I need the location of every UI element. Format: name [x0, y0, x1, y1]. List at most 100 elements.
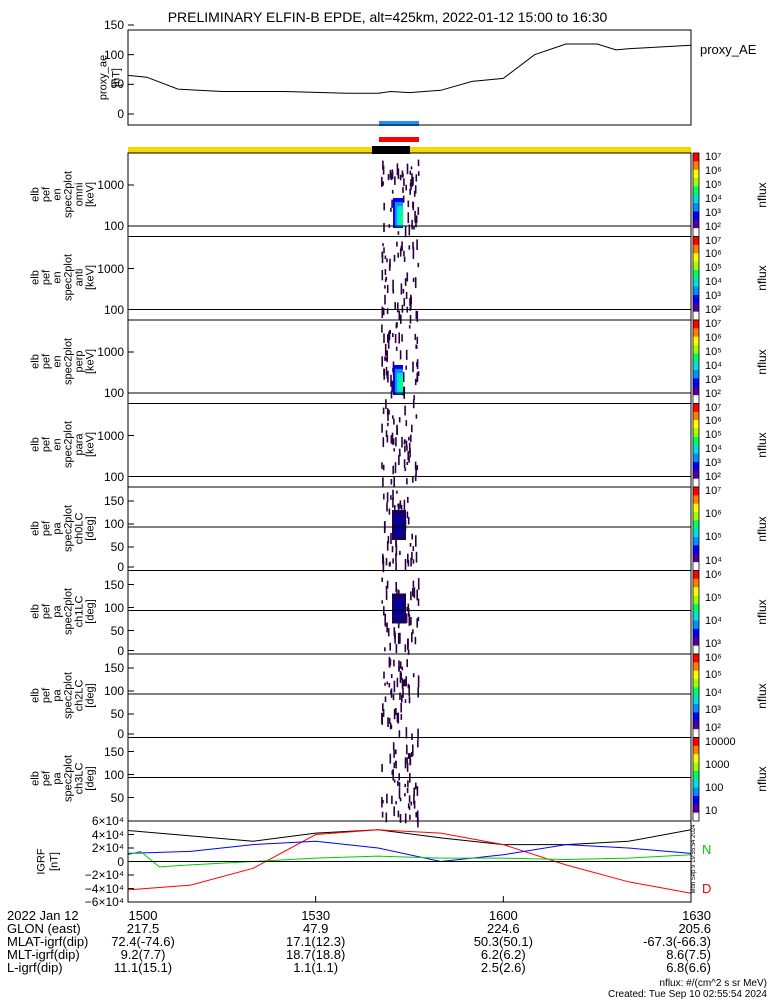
- ae-ytick-label: 100: [103, 47, 124, 62]
- colorbar: [692, 570, 700, 655]
- spectrogram-cells: [381, 656, 420, 740]
- colorbar-tick-label: 10⁶: [705, 652, 722, 664]
- colorbar: [692, 486, 700, 571]
- igrf-ytick-label: 0: [117, 854, 124, 869]
- table-cell: 1500: [128, 908, 158, 923]
- ae-ytick-label: 0: [117, 107, 124, 121]
- colorbar-tick-label: 10²: [705, 471, 721, 483]
- colorbar-label: nflux: [755, 182, 769, 208]
- colorbar: [692, 403, 700, 488]
- panel-ytick-label: 150: [103, 494, 124, 508]
- colorbar-tick-label: 10⁴: [705, 443, 722, 456]
- colorbar-tick-label: 10⁶: [705, 331, 722, 344]
- spectrogram-cells: [381, 405, 419, 488]
- panel-ytick-label: 100: [103, 517, 124, 531]
- table-cell: 17.1(12.3): [286, 934, 346, 949]
- colorbar-tick-label: 10⁶: [705, 568, 722, 581]
- panel-ytick-label: 100: [103, 219, 124, 233]
- colorbar-tick-label: 10⁵: [705, 591, 722, 604]
- table-cell: 1600: [488, 908, 518, 923]
- colorbar-tick-label: 10³: [705, 704, 721, 717]
- panel-ytick-label: 1000: [97, 345, 124, 359]
- colorbar: [692, 236, 700, 321]
- blue-bar: [379, 121, 419, 126]
- units-note: nflux: #/(cm^2 s sr MeV): [659, 978, 768, 989]
- spectrogram-cells: [381, 159, 420, 238]
- panel-ytick-label: 50: [110, 623, 124, 638]
- colorbar-label: nflux: [755, 349, 769, 375]
- spectrogram-cells: [381, 239, 420, 324]
- panel-ytick-label: 100: [103, 302, 124, 317]
- colorbar: [692, 152, 700, 237]
- colorbar-tick-label: 10⁵: [705, 429, 722, 442]
- colorbar-tick-label: 10⁴: [705, 276, 722, 289]
- table-cell: 8.6(7.5): [666, 947, 711, 962]
- colorbar-tick-label: 10⁵: [705, 178, 722, 191]
- colorbar-tick-label: 10⁵: [705, 345, 722, 358]
- ae-ylabel-line1: proxy_ae: [97, 54, 110, 101]
- colorbar-tick-label: 10⁴: [705, 686, 722, 699]
- ae-ylabel-line2: [nT]: [110, 68, 123, 87]
- colorbar-tick-label: 10⁶: [705, 415, 722, 428]
- panel-ytick-label: 100: [103, 600, 124, 615]
- table-row-time-label: 2022 Jan 12: [7, 908, 79, 923]
- table-cell: 1.1(1.1): [293, 960, 339, 975]
- panel-ytick-label: 0: [117, 560, 124, 574]
- colorbar-tick-label: 10³: [705, 638, 721, 650]
- igrf-series-line: [127, 829, 692, 846]
- colorbar-tick-label: 10⁴: [705, 614, 722, 627]
- panel-ytick-label: 1000: [97, 178, 124, 192]
- ae-series-line: [127, 43, 692, 94]
- colorbar-tick-label: 10⁷: [705, 151, 722, 163]
- colorbar: [692, 737, 700, 822]
- colorbar-label: nflux: [755, 516, 769, 542]
- colorbar-label: nflux: [755, 683, 769, 709]
- table-row-mlt-label: MLT-igrf(dip): [7, 947, 80, 962]
- igrf-series-line: [127, 829, 692, 894]
- colorbar-tick-label: 10⁴: [705, 192, 722, 205]
- panel-ytick-label: 100: [103, 469, 124, 484]
- colorbar: [692, 319, 700, 404]
- table-cell: 6.2(6.2): [480, 947, 526, 962]
- ae-ytick-label: 150: [103, 18, 124, 32]
- igrf-ytick-label: −4×10⁴: [84, 881, 124, 896]
- colorbar-tick-label: 10⁷: [705, 234, 722, 247]
- table-cell: 217.5: [126, 921, 160, 936]
- table-cell: 2.5(2.6): [480, 960, 526, 975]
- table-cell: 1630: [682, 908, 711, 923]
- colorbar-tick-label: 10²: [705, 220, 721, 233]
- panel-ytick-label: 150: [103, 661, 124, 675]
- table-cell: 72.4(-74.6): [111, 934, 175, 949]
- igrf-ytick-label: −2×10⁴: [84, 868, 124, 882]
- igrf-stamp: Mon Sep 9 19:55:54 2024: [691, 824, 697, 894]
- black-bar: [372, 146, 410, 154]
- panel-ytick-label: 100: [103, 767, 124, 782]
- colorbar-tick-label: 10³: [705, 290, 721, 303]
- panel-ytick-label: 0: [117, 727, 124, 741]
- colorbar-label: nflux: [755, 265, 769, 291]
- table-cell: 1530: [301, 908, 331, 923]
- igrf-ytick-label: 2×10⁴: [91, 841, 124, 855]
- colorbar-tick-label: 10⁷: [705, 318, 722, 330]
- igrf-ytick-label: −6×10⁴: [84, 895, 124, 909]
- igrf-series-line: [127, 840, 692, 863]
- table-cell: 6.8(6.6): [666, 960, 711, 975]
- colorbar-tick-label: 10⁴: [705, 554, 722, 567]
- ae-ytick-label: 50: [110, 77, 124, 92]
- panel-ytick-label: 1000: [97, 428, 124, 443]
- colorbar-tick-label: 10⁵: [705, 669, 722, 682]
- panel-ytick-label: 50: [110, 790, 124, 805]
- colorbar-tick-label: 10: [705, 805, 718, 817]
- colorbar-tick-label: 10³: [705, 373, 721, 386]
- table-row-glon-label: GLON (east): [7, 921, 81, 936]
- colorbar-tick-label: 10⁴: [705, 359, 722, 372]
- igrf-ylabel-line2: [nT]: [48, 852, 61, 871]
- created-note: Created: Tue Sep 10 02:55:54 2024: [607, 989, 767, 1000]
- table-cell: 50.3(50.1): [473, 934, 533, 949]
- table-cell: 11.1(15.1): [113, 960, 173, 975]
- table-cell: -67.3(-66.3): [643, 934, 711, 949]
- panel-ytick-label: 50: [110, 540, 124, 554]
- igrf-legend-d: D: [702, 881, 712, 896]
- chart-title: PRELIMINARY ELFIN-B EPDE, alt=425km, 202…: [167, 9, 608, 25]
- table-row-l-label: L-igrf(dip): [7, 960, 63, 975]
